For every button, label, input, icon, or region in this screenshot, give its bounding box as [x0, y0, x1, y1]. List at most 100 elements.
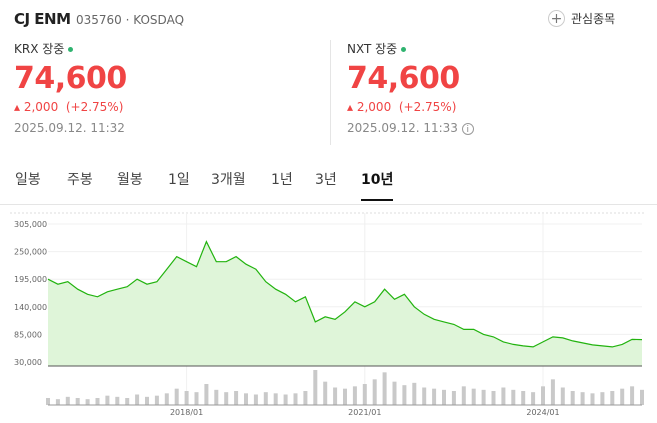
volume-bar — [313, 370, 318, 405]
volume-bar — [471, 388, 476, 405]
volume-bar — [402, 385, 407, 405]
change-value: 2,000 — [356, 100, 392, 114]
volume-bar — [590, 393, 595, 405]
volume-bar — [541, 386, 545, 405]
volume-bar — [362, 384, 367, 405]
quote-panel: NXT 장중 74,600 ▴ 2,000 (+2.75%) 2025.09.1… — [347, 40, 474, 135]
venue: NXT 장중 — [347, 40, 474, 57]
volume-bar — [620, 388, 625, 405]
y-tick-label: 195,000 — [14, 275, 47, 284]
volume-bar — [640, 389, 644, 405]
quote-time: 2025.09.12. 11:32 — [14, 121, 125, 135]
change-rate: (+2.75%) — [398, 100, 457, 114]
y-tick-label: 140,000 — [14, 303, 47, 312]
volume-bar — [154, 395, 159, 405]
quote-panel: KRX 장중 74,600 ▴ 2,000 (+2.75%) 2025.09.1… — [14, 40, 127, 135]
volume-bar — [600, 392, 605, 405]
volume-bar — [75, 398, 80, 405]
info-icon[interactable]: i — [461, 123, 474, 135]
volume-bar — [610, 391, 615, 405]
change: ▴ 2,000 (+2.75%) — [14, 100, 124, 114]
volume-bar — [125, 398, 130, 405]
volume-bar — [253, 394, 258, 405]
change: ▴ 2,000 (+2.75%) — [347, 100, 457, 114]
volume-bar — [550, 379, 555, 405]
x-tick-label: 2018/01 — [170, 408, 203, 417]
volume-bar — [283, 394, 288, 405]
period-tab[interactable]: 일봉 — [15, 172, 41, 188]
period-tab[interactable]: 1일 — [168, 172, 190, 188]
y-tick-label: 30,000 — [14, 358, 42, 367]
watch-button[interactable]: + 관심종목 — [548, 10, 615, 27]
price-line — [47, 240, 643, 348]
volume-bar — [303, 391, 308, 405]
volume-bar — [214, 389, 219, 405]
time-text: 2025.09.12. 11:33 — [347, 121, 458, 135]
volume-bar — [115, 396, 120, 405]
volume-bar — [521, 391, 526, 405]
stock-code: 035760 · KOSDAQ — [76, 13, 185, 27]
period-tab[interactable]: 월봉 — [117, 172, 143, 188]
volume-bar — [263, 392, 268, 405]
plus-icon: + — [548, 10, 565, 27]
volume-bar — [46, 398, 50, 405]
volume-bar — [501, 387, 506, 405]
volume-bar — [164, 393, 169, 405]
live-dot — [401, 47, 407, 52]
period-tabs: 일봉 주봉 월봉 1일 3개월 1년 3년 10년 — [0, 166, 657, 205]
volume-bar — [184, 391, 189, 405]
period-tab[interactable]: 1년 — [271, 172, 293, 188]
volume-bar — [372, 379, 377, 405]
x-tick-label: 2024/01 — [526, 408, 559, 417]
change-rate: (+2.75%) — [65, 100, 124, 114]
volume-bar — [630, 386, 635, 405]
price: 74,600 — [14, 61, 127, 96]
period-tab[interactable]: 3개월 — [211, 172, 246, 188]
divider — [330, 40, 331, 145]
volume-bar — [224, 392, 229, 405]
volume-bar — [234, 391, 239, 405]
volume-bar — [204, 384, 209, 405]
price-area — [48, 241, 642, 366]
volume-bar — [382, 372, 387, 405]
volume-bar — [560, 387, 565, 405]
period-tab[interactable]: 10년 — [361, 169, 394, 201]
venue-label: NXT 장중 — [347, 42, 398, 56]
x-tick-label: 2021/01 — [348, 408, 381, 417]
venue-label: KRX 장중 — [14, 42, 65, 56]
y-tick-label: 305,000 — [14, 220, 47, 229]
volume-bar — [570, 391, 575, 405]
volume-bar — [580, 392, 585, 405]
volume-bar — [55, 399, 60, 405]
quote-time: 2025.09.12. 11:33 i — [347, 121, 474, 135]
period-tab[interactable]: 주봉 — [67, 172, 93, 188]
volume-bar — [95, 398, 100, 405]
volume-bar — [145, 396, 149, 405]
volume-bar — [323, 381, 328, 405]
period-tab[interactable]: 3년 — [315, 172, 337, 188]
volume-bar — [511, 389, 516, 405]
volume-bar — [244, 393, 248, 405]
volume-bar — [194, 392, 199, 405]
market: KOSDAQ — [133, 13, 185, 27]
code: 035760 — [76, 13, 122, 27]
volume-bar — [481, 389, 486, 405]
venue: KRX 장중 — [14, 40, 127, 57]
volume-bar — [461, 386, 466, 405]
watch-label: 관심종목 — [571, 12, 616, 26]
volume-bar — [442, 389, 446, 405]
volume-bar — [422, 387, 427, 405]
volume-bar — [85, 399, 90, 405]
y-tick-label: 250,000 — [14, 248, 47, 257]
price: 74,600 — [347, 61, 460, 96]
volume-bar — [333, 387, 338, 405]
y-tick-label: 85,000 — [14, 330, 42, 339]
volume-bar — [273, 393, 278, 405]
volume-bar — [491, 391, 496, 405]
volume-bar — [531, 392, 536, 405]
volume-bar — [135, 394, 140, 405]
live-dot — [68, 47, 74, 52]
volume-bar — [343, 388, 347, 405]
